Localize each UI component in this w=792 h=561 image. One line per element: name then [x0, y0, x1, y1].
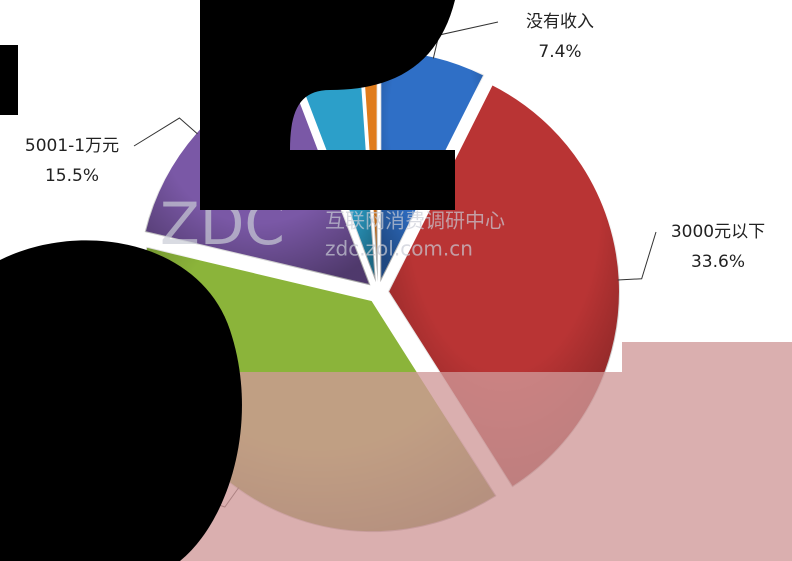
- value-label: 7.4%: [538, 42, 581, 62]
- occluder-black: [0, 45, 18, 115]
- value-label: 33.6%: [691, 252, 745, 272]
- leader-line: [133, 117, 198, 147]
- leader-line: [617, 231, 657, 281]
- occluder-black: [200, 0, 455, 210]
- slice-label: 3000元以下: [671, 222, 765, 242]
- slice-label: 没有收入: [526, 12, 594, 32]
- occluder-black: [0, 240, 242, 561]
- watermark-url: zdc.zol.com.cn: [325, 237, 473, 261]
- watermark-org: 互联网消费调研中心: [325, 209, 505, 233]
- slice-label: 5001-1万元: [25, 136, 119, 156]
- value-label: 15.5%: [45, 166, 99, 186]
- watermark: ZDC 互联网消费调研中心 zdc.zol.com.cn: [160, 190, 505, 260]
